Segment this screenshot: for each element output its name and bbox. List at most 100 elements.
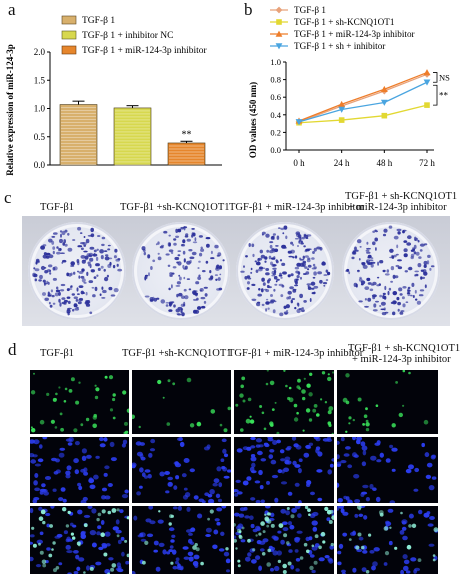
merge-nucleus — [46, 523, 50, 528]
point-marker — [381, 112, 388, 119]
colony — [156, 297, 160, 300]
panel-b-lines: NS ** — [295, 69, 450, 126]
colony — [250, 267, 253, 271]
colony — [270, 299, 275, 302]
legend-swatch-1 — [61, 15, 77, 25]
dapi-nucleus — [30, 453, 35, 458]
dapi-nucleus — [292, 460, 297, 466]
dapi-nucleus — [41, 483, 46, 488]
edu-cell — [352, 418, 355, 422]
colony — [49, 272, 52, 275]
colony-dish-4 — [342, 222, 440, 320]
colony — [60, 230, 62, 233]
edu-cell — [240, 428, 244, 432]
merge-nucleus — [193, 554, 200, 560]
merge-nucleus — [155, 566, 161, 572]
merge-nucleus — [153, 540, 159, 546]
colony — [215, 265, 219, 270]
merge-edu-cell — [389, 526, 392, 529]
colony — [42, 254, 48, 259]
dapi-nucleus — [207, 494, 213, 498]
colony — [279, 312, 284, 317]
colony — [51, 236, 56, 238]
colony — [307, 285, 310, 288]
merge-nucleus — [272, 550, 278, 556]
merge-nucleus — [294, 537, 300, 543]
dapi-nucleus — [331, 458, 334, 462]
colony — [78, 285, 84, 288]
dapi-nucleus — [337, 454, 340, 460]
dapi-nucleus — [104, 495, 111, 500]
merge-nucleus — [91, 508, 97, 514]
colony — [78, 298, 83, 302]
merge-nucleus — [327, 557, 333, 562]
merge-nucleus — [388, 540, 393, 546]
colony — [413, 251, 417, 255]
colony — [191, 228, 195, 230]
merge-edu-cell — [237, 564, 241, 568]
colony — [313, 247, 317, 252]
edu-cell — [33, 372, 35, 375]
edu-cell — [331, 432, 334, 434]
edu-cell — [242, 399, 246, 403]
colony — [426, 260, 430, 265]
dapi-nucleus — [316, 469, 323, 473]
dapi-nucleus — [267, 437, 273, 440]
merge-nucleus — [186, 529, 193, 533]
edu-cell — [30, 390, 36, 395]
colony — [76, 287, 79, 292]
colony — [80, 242, 85, 245]
merge-edu-cell — [331, 515, 334, 520]
colony — [393, 235, 399, 240]
merge-edu-cell — [320, 531, 326, 537]
edu-cell — [293, 403, 298, 408]
edu-cell — [320, 398, 323, 401]
colony — [197, 276, 202, 280]
dapi-nucleus — [352, 437, 356, 441]
dapi-nucleus — [337, 482, 340, 488]
colony — [97, 267, 101, 271]
edu-cell — [265, 382, 269, 386]
colony — [258, 257, 262, 261]
colony — [53, 266, 58, 271]
colony — [375, 300, 379, 303]
colony — [400, 310, 405, 312]
merge-edu-cell — [234, 538, 237, 543]
colony — [48, 264, 53, 268]
dapi-nucleus — [242, 480, 249, 486]
edu-cell — [241, 376, 246, 381]
colony — [59, 238, 63, 244]
edu-image-4 — [337, 370, 438, 434]
colony — [51, 294, 55, 298]
dapi-nucleus — [206, 444, 211, 449]
colony — [281, 262, 286, 266]
dapi-nucleus — [65, 470, 71, 476]
merge-edu-cell — [262, 530, 266, 534]
colony — [280, 294, 284, 298]
colony — [169, 272, 173, 276]
merge-edu-cell — [268, 512, 272, 516]
merge-nucleus — [58, 562, 63, 566]
colony — [255, 261, 261, 266]
colony — [186, 278, 191, 280]
colony — [199, 289, 202, 292]
colony — [266, 284, 270, 289]
edu-cell — [305, 408, 311, 413]
merge-image-3 — [234, 506, 334, 574]
colony — [292, 256, 295, 259]
colony — [83, 244, 86, 247]
merge-edu-cell — [328, 520, 333, 524]
colony — [174, 256, 180, 261]
merge-edu-cell — [348, 538, 352, 541]
colony — [312, 263, 316, 267]
merge-nucleus — [276, 550, 282, 556]
colony — [93, 249, 97, 253]
colony — [256, 302, 261, 307]
colony — [44, 270, 48, 274]
merge-nucleus — [115, 529, 122, 534]
colony — [351, 256, 355, 260]
edu-cell — [357, 397, 362, 402]
merge-edu-cell — [238, 530, 242, 534]
colony — [104, 276, 109, 282]
colony — [271, 257, 276, 260]
